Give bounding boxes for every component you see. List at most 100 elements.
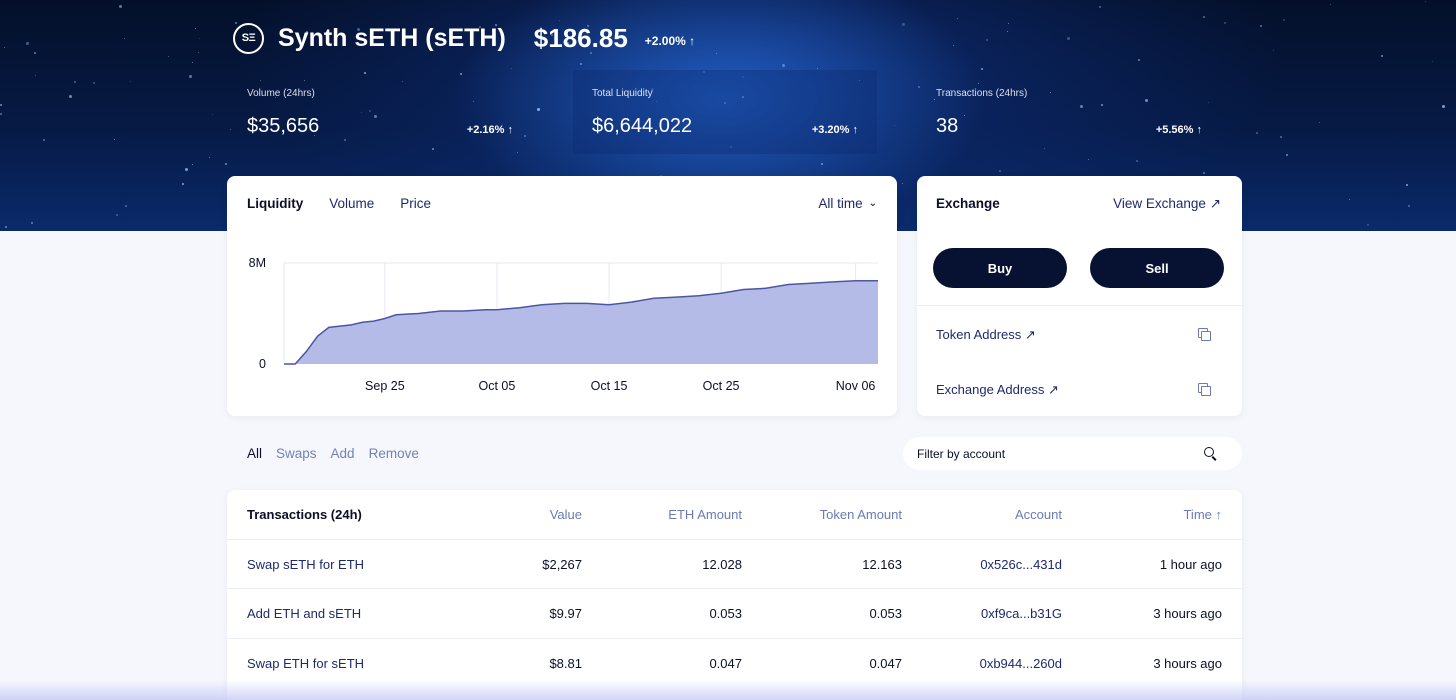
star-dot [4,47,6,49]
x-tick-label: Oct 15 [591,379,628,393]
star-dot [1207,101,1209,103]
time-range-dropdown[interactable]: All time ⌄ [818,196,877,211]
value-cell: $9.97 [549,605,582,621]
star-dot [235,21,238,24]
star-dot [587,25,590,28]
star-dot [357,28,361,32]
header-time[interactable]: Time ↑ [1183,507,1222,522]
star-dot [742,76,745,79]
star-dot [957,17,959,19]
copy-icon[interactable] [1198,328,1211,341]
star-dot [1432,61,1434,63]
star-dot [1006,30,1008,32]
time-cell: 3 hours ago [1153,605,1222,621]
star-dot [74,81,77,84]
star-dot [42,138,45,141]
filter-swaps[interactable]: Swaps [276,446,317,461]
header-eth-amount[interactable]: ETH Amount [668,507,742,522]
view-exchange-link[interactable]: View Exchange ↗ [1113,196,1221,211]
star-dot [703,71,706,74]
star-dot [488,128,491,131]
star-dot [373,114,377,118]
y-tick-label: 0 [259,357,266,371]
star-dot [69,95,73,99]
account-link[interactable]: 0xf9ca...b31G [981,605,1062,621]
star-dot [182,183,185,186]
star-dot [894,124,896,126]
stat-value: 38 [936,115,959,137]
chart-card: Liquidity Volume Price All time ⌄ 0 8M Sep… [227,176,897,416]
star-dot [1279,136,1282,139]
divider [917,305,1242,306]
star-dot [579,62,582,65]
star-dot [361,111,363,113]
transaction-filters: All Swaps Add Remove [247,446,419,461]
filter-remove[interactable]: Remove [368,446,419,461]
star-dot [1008,22,1010,24]
star-dot [1087,158,1089,160]
price-change: +2.00% ↑ [644,34,696,48]
star-dot [1367,224,1370,227]
star-dot [198,51,200,53]
transaction-link[interactable]: Swap sETH for ETH [247,556,365,572]
star-dot [1224,21,1227,24]
value-cell: $2,267 [542,556,582,572]
star-dot [123,37,125,39]
token-price: $186.85 [533,22,628,53]
header-token-amount[interactable]: Token Amount [819,507,902,522]
star-dot [275,96,277,98]
search-icon[interactable] [1204,447,1214,457]
star-dot [723,102,726,105]
star-dot [363,71,366,74]
account-link[interactable]: 0xb944...260d [979,655,1062,671]
table-row: Swap sETH for ETH $2,267 12.028 12.163 0… [227,539,1242,588]
time-cell: 3 hours ago [1153,655,1222,671]
star-dot [978,82,980,84]
star-dot [93,82,96,85]
account-link[interactable]: 0x526c...431d [980,556,1062,572]
chevron-down-icon: ⌄ [868,198,877,209]
filter-add[interactable]: Add [330,446,355,461]
star-dot [1425,1,1427,3]
star-dot [1319,121,1321,123]
tab-volume[interactable]: Volume [329,196,375,211]
star-dot [1260,24,1263,27]
buy-button[interactable]: Buy [933,248,1067,288]
stat-value: $6,644,022 [592,115,693,137]
table-row: Add ETH and sETH $9.97 0.053 0.053 0xf9c… [227,588,1242,637]
filter-all[interactable]: All [247,446,263,461]
tab-price[interactable]: Price [400,196,432,211]
liquidity-area [284,280,878,364]
header-account[interactable]: Account [1015,507,1062,522]
exchange-address-link[interactable]: Exchange Address ↗ [936,382,1059,397]
star-dot [198,38,200,40]
copy-icon[interactable] [1198,383,1211,396]
star-dot [0,112,3,115]
star-dot [516,152,518,154]
transaction-link[interactable]: Swap ETH for sETH [247,655,365,671]
token-amount-cell: 0.047 [869,655,902,671]
transaction-link[interactable]: Add ETH and sETH [247,605,362,621]
star-dot [115,213,118,216]
star-dot [537,107,541,111]
star-dot [1079,105,1083,109]
star-dot [1049,91,1051,93]
star-dot [402,81,404,83]
search-input[interactable] [917,446,1197,461]
header-value[interactable]: Value [549,507,582,522]
transactions-table: Transactions (24h) Value ETH Amount Toke… [227,490,1242,700]
star-dot [473,101,475,103]
star-dot [917,85,920,88]
star-dot [523,135,526,138]
sell-button[interactable]: Sell [1090,248,1224,288]
star-dot [651,87,655,91]
exchange-title: Exchange [936,196,1000,211]
token-address-link[interactable]: Token Address ↗ [936,327,1036,342]
star-dot [119,4,123,8]
star-dot [1282,19,1285,22]
tab-liquidity[interactable]: Liquidity [247,196,304,211]
star-dot [369,109,372,112]
eth-amount-cell: 0.053 [709,605,742,621]
star-dot [1442,105,1446,109]
value-cell: $8.81 [549,655,582,671]
